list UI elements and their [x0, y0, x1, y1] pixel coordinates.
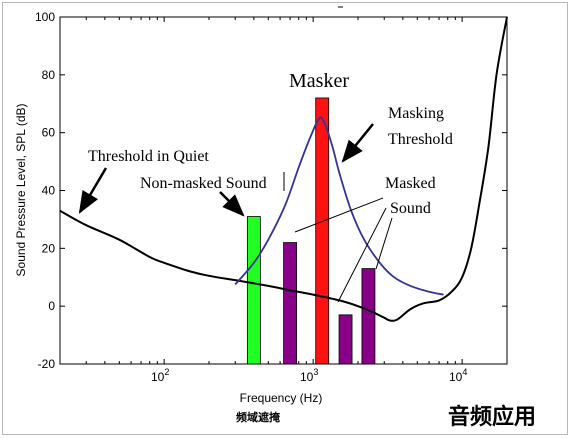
y-tick-label: 20 — [42, 241, 56, 255]
y-tick-label: 0 — [48, 299, 55, 313]
bar-masker — [315, 97, 330, 365]
non-masked-sound-arrow — [219, 191, 245, 217]
x-tick-label: 102 — [151, 367, 169, 384]
y-tick-label: 100 — [35, 10, 55, 24]
y-tick-label: 80 — [42, 68, 56, 82]
masked-sound-label-line1: Masked — [385, 175, 436, 192]
masking-threshold-label-line1: Masking — [388, 105, 444, 122]
non-masked-sound-label: Non-masked Sound — [140, 175, 267, 192]
y-axis-ticks: -20 0 20 40 60 80 100 — [35, 10, 507, 371]
y-tick-label: 60 — [42, 126, 56, 140]
y-axis-label: Sound Pressure Level, SPL (dB) — [14, 104, 28, 277]
bars — [246, 97, 376, 365]
bar-masked — [283, 242, 297, 365]
curves — [59, 16, 508, 322]
masking-threshold-label-line2: Threshold — [388, 131, 453, 148]
x-axis-ticks: 102 103 104 — [59, 17, 508, 384]
bar-masked — [361, 268, 376, 365]
threshold-in-quiet-label: Threshold in Quiet — [88, 148, 209, 165]
masking-threshold-curve — [234, 116, 444, 296]
x-tick-label: 104 — [449, 367, 467, 384]
masked-leader-line-3 — [375, 217, 393, 270]
bar-non-masked — [246, 216, 261, 365]
x-axis-label: Frequency (Hz) — [240, 391, 323, 405]
masking-threshold-arrow — [341, 123, 374, 163]
y-tick-label: 40 — [42, 184, 56, 198]
masked-leader-line-1 — [294, 197, 384, 233]
y-tick-label: -20 — [38, 357, 56, 371]
bar-masked — [338, 314, 353, 365]
masker-label: Masker — [289, 70, 349, 92]
x-tick-label: 103 — [300, 367, 318, 384]
masked-sound-label-line2: Sound — [390, 200, 431, 217]
threshold-in-quiet-arrow — [78, 167, 108, 214]
caption-below-axis: 频域遮掩 — [236, 410, 281, 424]
threshold-in-quiet-curve — [59, 16, 508, 322]
masked-leader-line-2 — [337, 207, 387, 303]
